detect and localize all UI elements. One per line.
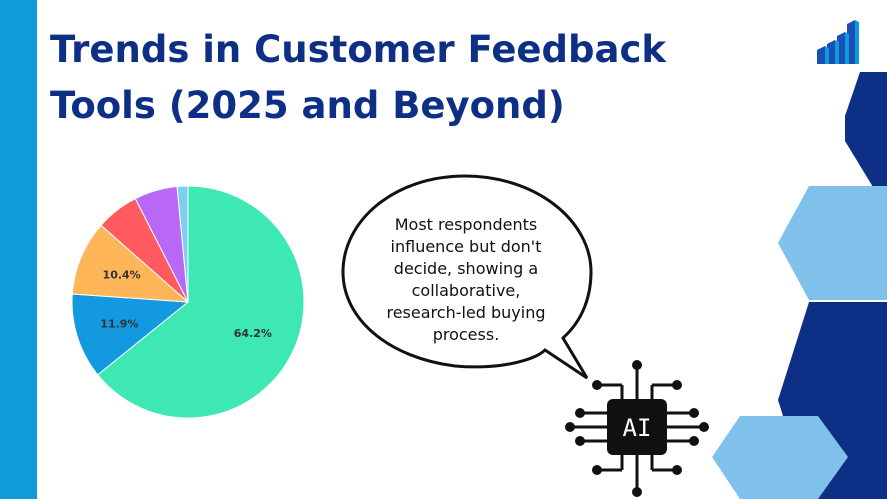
pie-slice-label-2: 11.9% (100, 318, 138, 331)
hexagon-decoration (712, 72, 887, 499)
hexagon-dark-top (845, 72, 887, 210)
pie-slice-1 (96, 185, 305, 419)
ai-chip-icon: AI (565, 360, 709, 497)
pie-slice-label-3: 10.4% (103, 268, 141, 281)
hexagon-light-mid (778, 186, 887, 300)
left-accent-bar (0, 0, 37, 499)
hexagon-light-bottom (712, 416, 848, 499)
callout-text: Most respondents influence but don't dec… (386, 215, 546, 344)
pie-slice-6 (176, 185, 189, 303)
pie-slice-3 (71, 224, 190, 303)
ai-chip-label: AI (623, 414, 652, 442)
pie-chart: 64.2% 11.9% 10.4% (71, 185, 305, 419)
speech-bubble (341, 174, 593, 380)
slide-title: Trends in Customer Feedback Tools (2025 … (50, 28, 666, 127)
bar-chart-logo-icon (817, 20, 859, 64)
pie-slice-2 (71, 293, 190, 376)
pie-slice-label-1: 64.2% (234, 327, 272, 340)
